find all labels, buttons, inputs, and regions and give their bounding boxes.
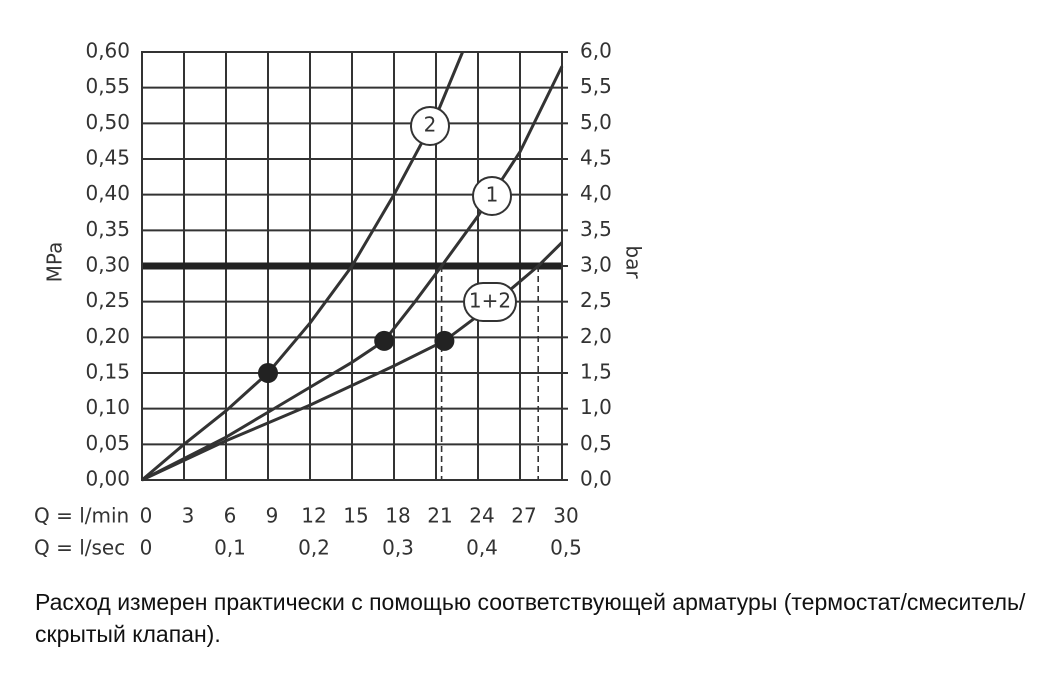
y2-tick-label: 2,5: [580, 288, 612, 312]
series-label: 2: [424, 113, 437, 137]
x-tick-label: 27: [511, 504, 536, 528]
x-tick-label: 0: [140, 504, 153, 528]
y2-tick-label: 0,5: [580, 431, 612, 455]
x-tick-label: 15: [343, 504, 368, 528]
x-tick-label: 30: [553, 504, 578, 528]
y-tick-label: 0,00: [85, 467, 130, 491]
series-label-box: [463, 282, 517, 322]
y-tick-label: 0,05: [85, 431, 130, 455]
x2-tick-label: 0,3: [382, 536, 414, 560]
y2-tick-label: 6,0: [580, 39, 612, 63]
x2-axis-label: Q = l/sec: [34, 536, 125, 560]
y-tick-label: 0,40: [85, 181, 130, 205]
y-tick-label: 0,15: [85, 360, 130, 384]
y2-tick-label: 4,5: [580, 146, 612, 170]
y-tick-label: 0,25: [85, 288, 130, 312]
y-axis-label: MPa: [43, 242, 67, 283]
y-tick-label: 0,60: [85, 39, 130, 63]
x-axis-label: Q = l/min: [34, 504, 129, 528]
y2-tick-label: 1,0: [580, 395, 612, 419]
series-label-box: [410, 106, 450, 146]
y2-tick-label: 5,0: [580, 110, 612, 134]
series-label: 1+2: [469, 289, 511, 313]
x2-tick-label: 0,4: [466, 536, 498, 560]
x-tick-label: 6: [224, 504, 237, 528]
y2-axis-label: bar: [622, 245, 646, 279]
y-tick-label: 0,55: [85, 74, 130, 98]
caption: Расход измерен практически с помощью соо…: [35, 589, 1026, 647]
x-tick-label: 18: [385, 504, 410, 528]
y2-tick-label: 1,5: [580, 360, 612, 384]
marker: [258, 363, 278, 383]
x2-tick-label: 0,1: [214, 536, 246, 560]
x-tick-label: 24: [469, 504, 494, 528]
y2-tick-label: 2,0: [580, 324, 612, 348]
y-tick-label: 0,20: [85, 324, 130, 348]
y2-tick-label: 4,0: [580, 181, 612, 205]
y2-tick-label: 3,0: [580, 253, 612, 277]
x2-tick-label: 0,2: [298, 536, 330, 560]
x-tick-label: 3: [182, 504, 195, 528]
x-tick-label: 21: [427, 504, 452, 528]
y-tick-label: 0,10: [85, 395, 130, 419]
x2-tick-label: 0: [140, 536, 153, 560]
y-tick-label: 0,45: [85, 146, 130, 170]
marker: [374, 330, 395, 351]
curve: [141, 241, 564, 482]
marker: [434, 330, 455, 351]
series-label: 1: [486, 183, 499, 207]
x-tick-label: 9: [266, 504, 279, 528]
y2-tick-label: 3,5: [580, 217, 612, 241]
series-label-box: [472, 176, 512, 216]
y2-tick-label: 0,0: [580, 467, 612, 491]
chart: MPa bar Q = l/min Q = l/sec 0,000,050,10…: [34, 39, 646, 560]
y-tick-label: 0,50: [85, 110, 130, 134]
x-tick-label: 12: [301, 504, 326, 528]
y2-tick-label: 5,5: [580, 74, 612, 98]
y-tick-label: 0,35: [85, 217, 130, 241]
y-tick-label: 0,30: [85, 253, 130, 277]
plot-frame: [141, 51, 563, 481]
x2-tick-label: 0,5: [550, 536, 582, 560]
